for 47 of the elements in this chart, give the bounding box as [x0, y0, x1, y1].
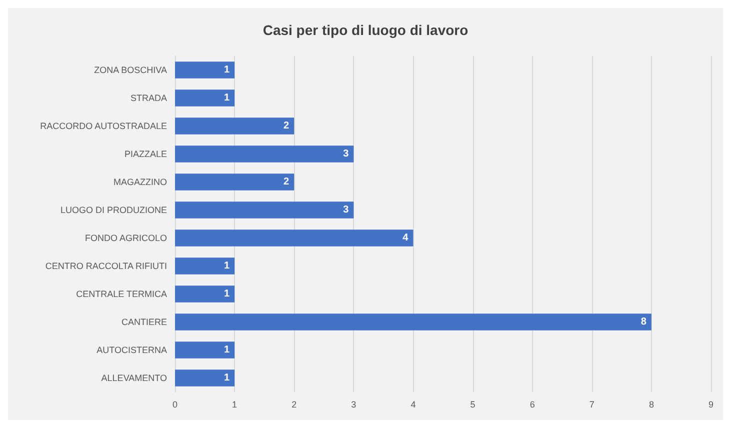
y-tick-label: CANTIERE [121, 317, 167, 327]
bar [175, 118, 294, 134]
data-label: 1 [224, 260, 230, 272]
bar [175, 258, 235, 274]
y-tick-label: ALLEVAMENTO [101, 373, 167, 383]
x-tick-label: 8 [648, 400, 654, 410]
bar [175, 90, 235, 106]
y-tick-label: FONDO AGRICOLO [84, 233, 167, 243]
x-tick-label: 6 [530, 400, 535, 410]
data-label: 1 [224, 288, 230, 300]
y-tick-label: LUOGO DI PRODUZIONE [60, 205, 167, 215]
y-tick-label: RACCORDO AUTOSTRADALE [40, 121, 167, 131]
data-label: 8 [640, 316, 647, 328]
data-label: 2 [284, 120, 290, 132]
data-label: 3 [343, 204, 350, 216]
chart-title: Casi per tipo di luogo di lavoro [262, 22, 468, 38]
data-label: 1 [224, 64, 230, 76]
data-label: 3 [343, 148, 350, 160]
x-tick-label: 0 [172, 400, 178, 410]
data-label: 1 [224, 92, 230, 104]
y-tick-label: STRADA [130, 93, 167, 103]
y-tick-label: PIAZZALE [124, 149, 167, 159]
x-tick-label: 9 [708, 400, 714, 410]
data-label: 1 [224, 372, 230, 384]
bar [175, 314, 652, 330]
bar [175, 202, 354, 218]
x-tick-label: 3 [351, 400, 356, 410]
bar [175, 230, 414, 246]
bar [175, 370, 235, 386]
bar [175, 342, 235, 358]
y-tick-label: ZONA BOSCHIVA [94, 65, 167, 75]
data-label: 1 [224, 344, 230, 356]
x-tick-label: 4 [410, 400, 416, 410]
y-tick-label: MAGAZZINO [114, 177, 167, 187]
bar [175, 286, 235, 302]
bar [175, 174, 294, 190]
y-tick-label: CENTRO RACCOLTA RIFIUTI [45, 261, 167, 271]
x-tick-label: 2 [292, 400, 297, 410]
bar [175, 146, 354, 162]
x-tick-label: 5 [470, 400, 476, 410]
y-tick-label: CENTRALE TERMICA [76, 289, 167, 299]
y-tick-label: AUTOCISTERNA [96, 345, 167, 355]
bar [175, 62, 235, 78]
data-label: 2 [284, 176, 290, 188]
x-tick-label: 7 [589, 400, 594, 410]
x-tick-label: 1 [232, 400, 238, 410]
data-label: 4 [402, 232, 409, 244]
